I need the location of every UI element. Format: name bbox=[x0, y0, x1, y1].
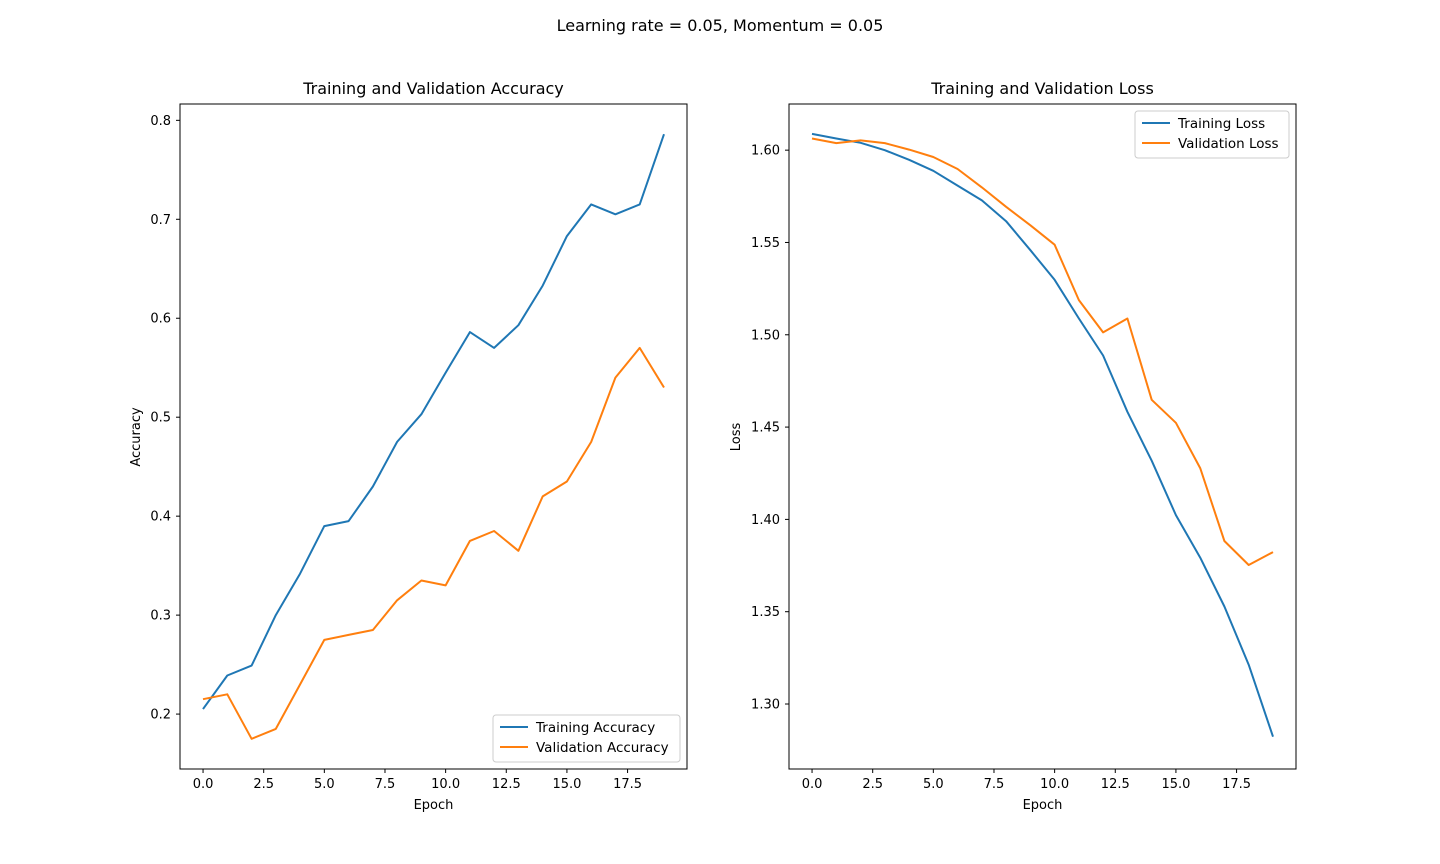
loss-x-tick-label-1: 2.5 bbox=[862, 777, 883, 792]
loss-y-tick-label-2: 1.40 bbox=[751, 513, 780, 528]
loss-x-axis-label: Epoch bbox=[1023, 798, 1063, 813]
accuracy-x-tick-label-2: 5.0 bbox=[314, 777, 335, 792]
accuracy-x-tick-label-6: 15.0 bbox=[552, 777, 581, 792]
loss-y-tick-label-6: 1.60 bbox=[751, 144, 780, 159]
loss-y-tick-label-4: 1.50 bbox=[751, 328, 780, 343]
loss-plot-frame bbox=[788, 103, 1297, 770]
accuracy-x-tick-label-3: 7.5 bbox=[375, 777, 396, 792]
accuracy-series-lines bbox=[202, 133, 665, 740]
accuracy-y-axis-label: Accuracy bbox=[129, 407, 144, 467]
loss-x-tick-label-6: 15.0 bbox=[1161, 777, 1190, 792]
accuracy-x-axis-label: Epoch bbox=[414, 798, 454, 813]
loss-y-axis-label: Loss bbox=[729, 423, 744, 452]
legend-label-validation-loss: Validation Loss bbox=[1178, 136, 1279, 152]
accuracy-legend: Training Accuracy Validation Accuracy bbox=[492, 714, 681, 763]
legend-label-training-accuracy: Training Accuracy bbox=[535, 720, 655, 736]
loss-y-tick-label-3: 1.45 bbox=[751, 421, 780, 436]
accuracy-chart: Training and Validation Accuracy Epoch A… bbox=[129, 79, 688, 813]
loss-x-tick-label-2: 5.0 bbox=[923, 777, 944, 792]
accuracy-y-tick-label-0: 0.2 bbox=[150, 708, 171, 723]
accuracy-series-validation-accuracy bbox=[202, 346, 665, 740]
loss-x-tick-label-3: 7.5 bbox=[984, 777, 1005, 792]
accuracy-y-tick-label-1: 0.3 bbox=[150, 609, 171, 624]
accuracy-y-tick-label-4: 0.6 bbox=[150, 312, 171, 327]
legend-label-training-loss: Training Loss bbox=[1177, 116, 1265, 132]
loss-y-tick-label-5: 1.55 bbox=[751, 236, 780, 251]
accuracy-ticks: 0.0 2.5 5.0 7.5 10.0 12.5 15.0 17.5 0.2 0.3 0.4 0.5… bbox=[150, 114, 642, 792]
loss-series-training-loss bbox=[811, 132, 1274, 738]
loss-x-tick-label-5: 12.5 bbox=[1101, 777, 1130, 792]
accuracy-y-tick-label-6: 0.8 bbox=[150, 114, 171, 129]
loss-chart: Training and Validation Loss Epoch Loss … bbox=[729, 79, 1297, 813]
loss-x-tick-label-7: 17.5 bbox=[1222, 777, 1251, 792]
loss-legend: Training Loss Validation Loss bbox=[1134, 110, 1290, 159]
accuracy-x-tick-label-7: 17.5 bbox=[613, 777, 642, 792]
accuracy-y-tick-label-5: 0.7 bbox=[150, 213, 171, 228]
figure-suptitle: Learning rate = 0.05, Momentum = 0.05 bbox=[557, 16, 884, 35]
loss-series-lines bbox=[811, 132, 1274, 738]
loss-chart-title: Training and Validation Loss bbox=[930, 79, 1154, 98]
loss-x-tick-label-0: 0.0 bbox=[802, 777, 823, 792]
accuracy-y-tick-label-2: 0.4 bbox=[150, 510, 171, 525]
loss-y-tick-label-0: 1.30 bbox=[751, 698, 780, 713]
accuracy-x-tick-label-1: 2.5 bbox=[253, 777, 274, 792]
accuracy-plot-frame bbox=[179, 103, 688, 770]
accuracy-x-tick-label-0: 0.0 bbox=[193, 777, 214, 792]
accuracy-legend-box bbox=[492, 714, 681, 763]
accuracy-x-tick-label-5: 12.5 bbox=[492, 777, 521, 792]
accuracy-chart-title: Training and Validation Accuracy bbox=[302, 79, 564, 98]
accuracy-y-tick-label-3: 0.5 bbox=[150, 411, 171, 426]
loss-x-tick-label-4: 10.0 bbox=[1040, 777, 1069, 792]
loss-y-tick-label-1: 1.35 bbox=[751, 605, 780, 620]
loss-series-validation-loss bbox=[811, 137, 1274, 566]
accuracy-x-tick-label-4: 10.0 bbox=[431, 777, 460, 792]
legend-label-validation-accuracy: Validation Accuracy bbox=[536, 740, 669, 756]
loss-ticks: 0.0 2.5 5.0 7.5 10.0 12.5 15.0 17.5 1.30 1.35 1.40… bbox=[751, 144, 1251, 792]
loss-legend-box bbox=[1134, 110, 1290, 159]
accuracy-series-training-accuracy bbox=[202, 133, 665, 710]
